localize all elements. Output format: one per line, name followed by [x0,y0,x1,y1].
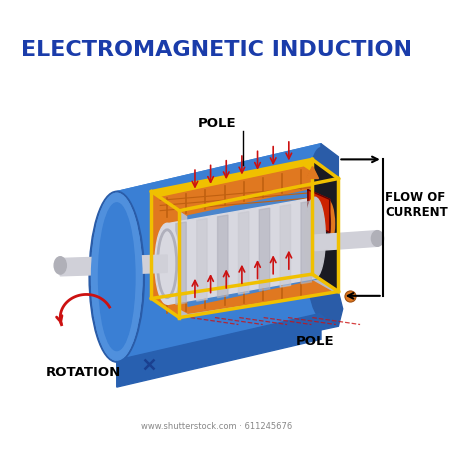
Polygon shape [167,197,315,305]
Polygon shape [176,222,186,305]
Ellipse shape [305,148,338,317]
Polygon shape [160,276,331,313]
Text: ELECTROMAGNETIC INDUCTION: ELECTROMAGNETIC INDUCTION [21,40,412,60]
Text: FLOW OF
CURRENT: FLOW OF CURRENT [385,190,448,219]
Ellipse shape [90,192,144,361]
Text: www.shutterstock.com · 611245676: www.shutterstock.com · 611245676 [141,422,292,431]
Polygon shape [280,204,291,287]
Polygon shape [238,212,249,294]
Polygon shape [312,159,338,291]
Text: POLE: POLE [198,117,236,130]
Polygon shape [321,291,343,326]
Polygon shape [117,144,321,361]
Ellipse shape [54,257,66,274]
Polygon shape [160,167,331,216]
Polygon shape [308,190,330,232]
Polygon shape [60,255,167,276]
Ellipse shape [155,223,179,304]
Polygon shape [117,144,321,361]
Ellipse shape [305,197,325,278]
Polygon shape [179,179,338,318]
Polygon shape [315,231,378,251]
Ellipse shape [91,193,142,360]
Ellipse shape [99,203,135,351]
Polygon shape [188,186,331,306]
Polygon shape [197,219,207,301]
Ellipse shape [91,193,142,360]
Polygon shape [152,159,338,211]
Text: POLE: POLE [296,336,334,348]
Ellipse shape [371,231,383,246]
Polygon shape [152,192,179,318]
Polygon shape [117,313,338,373]
Polygon shape [321,144,338,326]
Polygon shape [117,313,321,387]
Polygon shape [259,208,270,290]
Text: ROTATION: ROTATION [46,366,122,379]
Polygon shape [301,201,311,284]
Polygon shape [217,215,228,298]
